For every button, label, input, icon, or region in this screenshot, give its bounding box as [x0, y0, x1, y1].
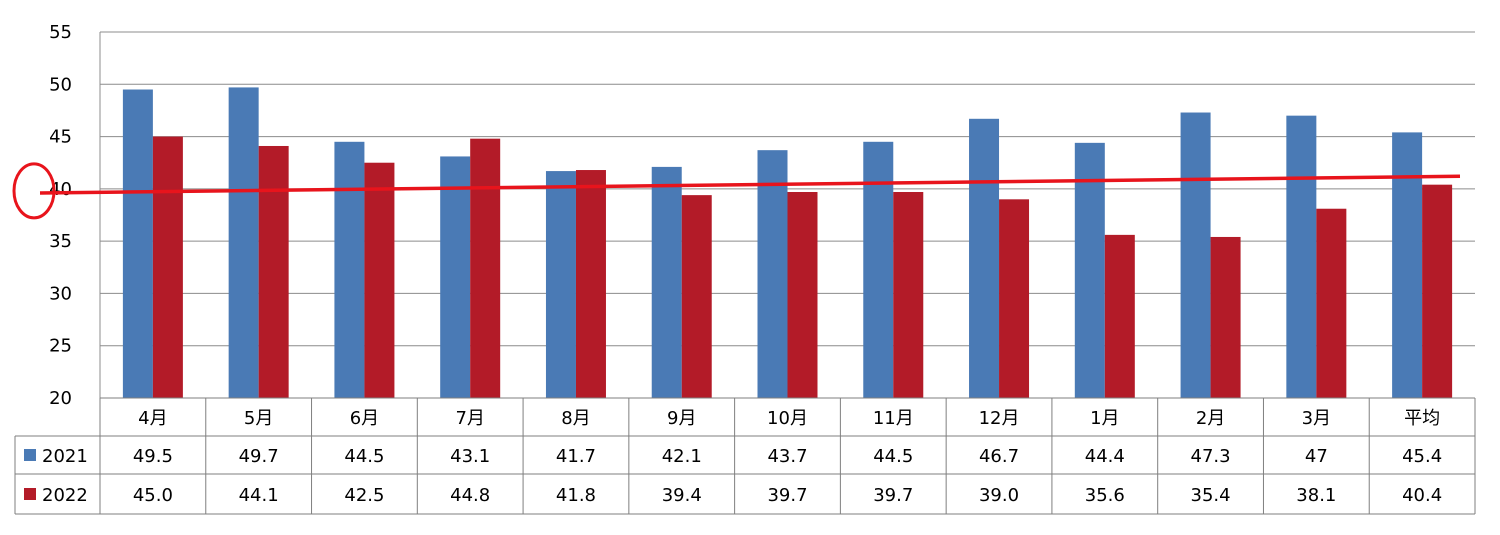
bar-2022-13 — [1422, 184, 1453, 398]
y-tick-label: 20 — [49, 388, 72, 409]
bar-2021-7 — [757, 150, 788, 398]
bar-2022-10 — [1104, 234, 1135, 398]
data-label-2022: 44.1 — [239, 485, 279, 506]
bar-2022-8 — [893, 191, 924, 398]
data-label-2021: 44.5 — [344, 446, 384, 467]
category-label: 平均 — [1404, 408, 1440, 429]
category-label: 2月 — [1196, 408, 1225, 429]
category-label: 6月 — [350, 408, 379, 429]
bar-2021-4 — [440, 156, 471, 398]
bar-2021-10 — [1074, 142, 1105, 398]
bar-2022-3 — [364, 162, 395, 398]
category-label: 8月 — [561, 408, 590, 429]
y-tick-label: 30 — [49, 283, 72, 304]
data-label-2021: 43.1 — [450, 446, 490, 467]
category-label: 12月 — [979, 408, 1020, 429]
data-label-2021: 43.7 — [767, 446, 807, 467]
data-label-2022: 39.7 — [767, 485, 807, 506]
bar-2021-9 — [969, 118, 1000, 399]
bar-2022-5 — [575, 170, 606, 398]
bar-2021-3 — [334, 141, 365, 399]
data-label-2022: 42.5 — [344, 485, 384, 506]
bar-layer — [122, 87, 1453, 399]
data-label-2021: 44.4 — [1085, 446, 1125, 467]
data-label-2021: 47 — [1305, 446, 1328, 467]
category-label: 1月 — [1090, 408, 1119, 429]
bar-2022-2 — [258, 145, 289, 398]
data-label-2022: 44.8 — [450, 485, 490, 506]
bar-2022-9 — [999, 199, 1030, 398]
bar-2021-8 — [863, 141, 894, 399]
category-label: 10月 — [767, 408, 808, 429]
bar-2022-7 — [787, 191, 818, 398]
legend-swatch-2021 — [24, 449, 36, 461]
data-label-2022: 45.0 — [133, 485, 173, 506]
bar-2021-11 — [1180, 112, 1211, 399]
legend-label-2021: 2021 — [42, 446, 88, 467]
y-tick-label: 45 — [49, 127, 72, 148]
data-label-2021: 49.5 — [133, 446, 173, 467]
category-label: 5月 — [244, 408, 273, 429]
bar-2021-1 — [122, 89, 153, 398]
data-label-2022: 38.1 — [1296, 485, 1336, 506]
bar-2021-13 — [1392, 132, 1423, 399]
legend-swatch-2022 — [24, 488, 36, 500]
bar-2021-6 — [651, 166, 682, 398]
trend-line — [39, 174, 1461, 195]
data-label-2021: 41.7 — [556, 446, 596, 467]
data-label-2021: 46.7 — [979, 446, 1019, 467]
data-label-2021: 45.4 — [1402, 446, 1442, 467]
data-label-2022: 39.4 — [662, 485, 702, 506]
category-label: 4月 — [138, 408, 167, 429]
y-tick-label: 25 — [49, 336, 72, 357]
bar-2021-2 — [228, 87, 259, 399]
category-label: 7月 — [455, 408, 484, 429]
y-tick-label: 55 — [49, 22, 72, 43]
bar-2021-12 — [1286, 115, 1317, 399]
data-label-2021: 42.1 — [662, 446, 702, 467]
data-label-2022: 39.0 — [979, 485, 1019, 506]
data-label-2022: 41.8 — [556, 485, 596, 506]
category-label: 11月 — [873, 408, 914, 429]
data-label-2022: 35.6 — [1085, 485, 1125, 506]
data-label-2022: 35.4 — [1191, 485, 1231, 506]
legend-label-2022: 2022 — [42, 485, 88, 506]
bar-2022-6 — [681, 195, 712, 398]
data-label-2022: 40.4 — [1402, 485, 1442, 506]
data-label-2022: 39.7 — [873, 485, 913, 506]
category-label: 9月 — [667, 408, 696, 429]
y-tick-label: 35 — [49, 231, 72, 252]
bar-2022-11 — [1210, 236, 1241, 398]
data-label-2021: 44.5 — [873, 446, 913, 467]
circle-marker — [12, 162, 56, 220]
data-label-2021: 47.3 — [1191, 446, 1231, 467]
bar-2022-12 — [1316, 208, 1347, 398]
bar-2022-4 — [470, 138, 501, 399]
bar-2022-1 — [152, 136, 183, 399]
data-table: 4月 5月 6月 7月 8月 9月 10月 11月 12月 1月 2月 3月 平均 2021 49.5 49.… — [14, 397, 1476, 515]
annotation-layer — [12, 162, 1461, 220]
data-label-2021: 49.7 — [239, 446, 279, 467]
y-tick-label: 50 — [49, 74, 72, 95]
category-label: 3月 — [1302, 408, 1331, 429]
bar-2021-5 — [545, 171, 576, 398]
